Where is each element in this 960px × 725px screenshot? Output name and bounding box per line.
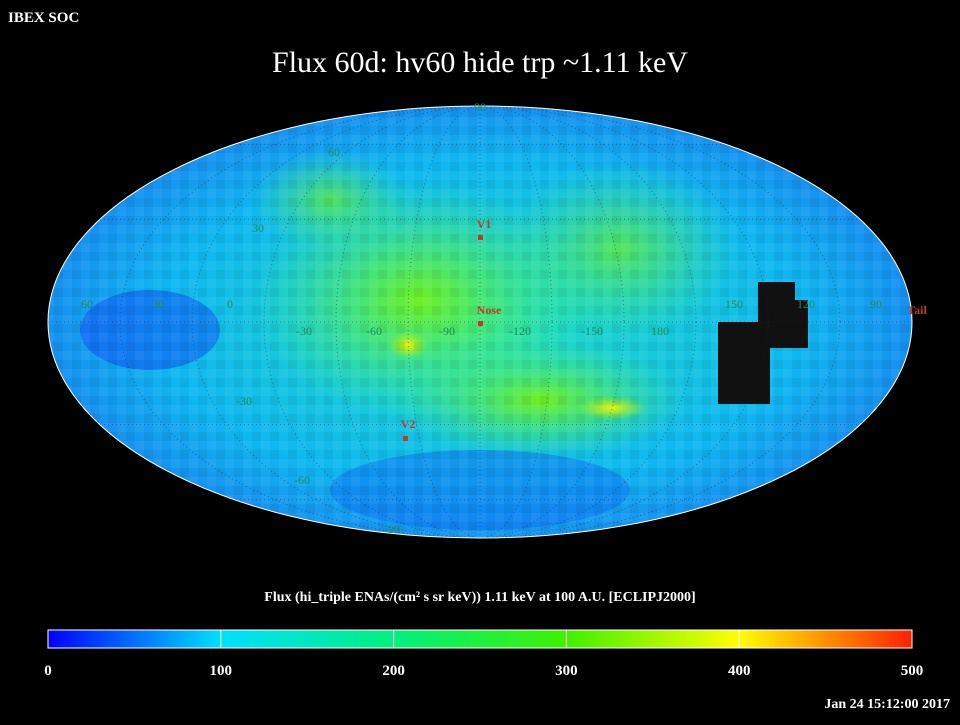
lon-label: -120 [509, 324, 531, 338]
lat-label: -30 [236, 394, 252, 408]
colorbar-ticks: 0 100 200 300 400 500 [44, 630, 923, 679]
v1-label: V1 [477, 217, 492, 231]
lat-label: -90 [384, 522, 400, 536]
lat-label: -60 [294, 473, 310, 487]
lon-label: -60 [366, 324, 382, 338]
sky-map [48, 106, 912, 538]
lon-label: 30 [152, 297, 164, 311]
colorbar-tick-label: 300 [555, 663, 578, 679]
tail-label: Tail [907, 303, 927, 317]
lon-label: 0 [227, 297, 233, 311]
v2-label: V2 [401, 417, 416, 431]
colorbar-tick-label: 0 [44, 663, 52, 679]
lon-label: -90 [439, 324, 455, 338]
colorbar [47, 629, 913, 649]
lon-label: 120 [797, 297, 815, 311]
markers: V1 Nose V2 Tail [401, 217, 927, 441]
nose-dot [478, 321, 483, 326]
lon-label: -30 [296, 324, 312, 338]
lon-label: 90 [870, 297, 882, 311]
lon-label: 180 [651, 324, 669, 338]
title: Flux 60d: hv60 hide trp ~1.11 keV [272, 46, 688, 79]
map-outline [47, 105, 913, 539]
lat-label: 90 [474, 100, 486, 114]
v1-dot [478, 235, 483, 240]
latitude-labels: 90 60 30 -30 -60 -90 [236, 100, 486, 536]
longitude-labels: 60 30 0 -30 -60 -90 -120 -150 180 150 120 90 [81, 297, 882, 338]
lat-label: 30 [252, 221, 264, 235]
timestamp: Jan 24 15:12:00 2017 [824, 697, 950, 712]
lon-label: 60 [81, 297, 93, 311]
org-label: IBEX SOC [8, 10, 79, 26]
v2-dot [403, 436, 408, 441]
colorbar-tick-label: 400 [728, 663, 751, 679]
colorbar-tick-label: 200 [382, 663, 405, 679]
colorbar-caption: Flux (hi_triple ENAs/(cm² s sr keV)) 1.1… [264, 590, 695, 605]
lon-label: -150 [581, 324, 603, 338]
nose-label: Nose [477, 303, 502, 317]
lon-label: 150 [725, 297, 743, 311]
colorbar-tick-label: 100 [210, 663, 233, 679]
lat-label: 60 [328, 145, 340, 159]
colorbar-tick-label: 500 [901, 663, 924, 679]
